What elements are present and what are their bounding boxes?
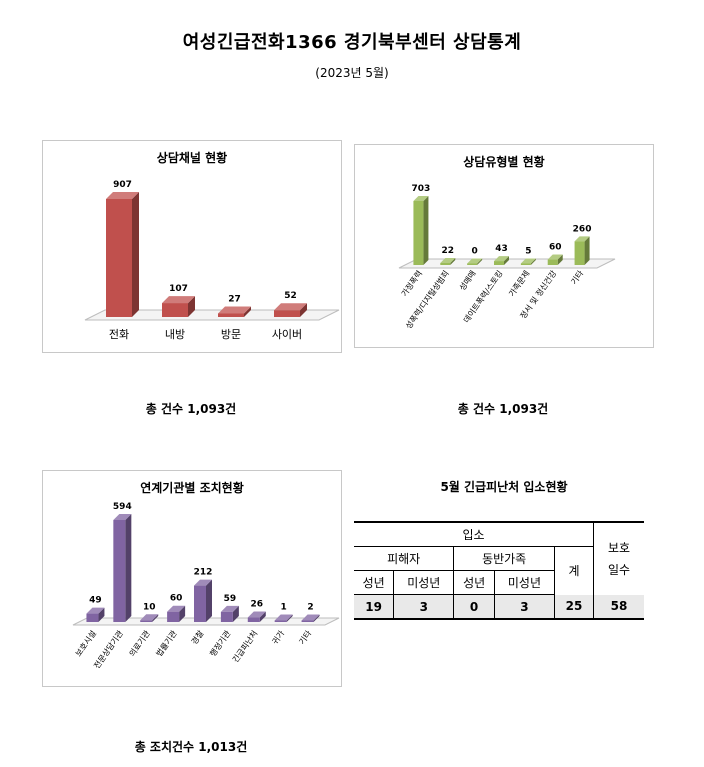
chart-consult-type: 상담유형별 현황 703 가정폭력 22 성폭력/디지털성범죄 0 성매매 43 데이트폭력/… [354,144,654,348]
category-label: 행정기관 [207,628,232,658]
bar [413,196,429,265]
category-label: 의료기관 [127,628,152,658]
data-label: 907 [113,180,132,190]
bar [494,256,509,265]
bar [220,605,239,622]
chart-canvas: 907 전화 107 내방 27 방문 52 사이버 [84,180,340,341]
category-label: 법률기관 [154,628,179,658]
category-label: 방문 [221,328,241,341]
category-label: 전화 [109,328,129,341]
chart-total-text: 총 건수 1,093건 [457,402,549,416]
category-label: 가정폭력 [399,268,424,298]
bar [86,607,105,622]
page-subtitle: (2023년 5월) [315,66,389,80]
category-label: 성매매 [458,269,478,292]
subheader-cell: 미성년 [393,570,455,595]
data-label: 260 [573,224,592,234]
page-title: 여성긴급전화1366 경기북부센터 상담통계 [182,32,522,53]
bar [520,258,536,265]
bar [140,614,159,622]
data-label: 1 [281,603,287,613]
bar [274,614,293,622]
value-cell: 3 [393,594,455,620]
chart-agency-action: 연계기관별 조치현황 49 보호시설 594 전문상담기관 10 의료기관 60 법률기관 21… [42,470,342,687]
header-family: 동반가족 [453,546,555,571]
data-label: 2 [307,603,313,613]
bar [167,605,186,622]
data-label: 27 [228,294,241,304]
bar [218,306,251,317]
category-label: 기타 [569,268,585,286]
data-label: 594 [113,502,132,512]
header-admission: 입소 [354,521,594,547]
chart-canvas: 703가정폭력22성폭력/디지털성범죄0성매매43데이트폭력/스토킹5가족문제6… [398,184,616,331]
value-cell: 0 [453,594,495,620]
category-label: 가족문제 [507,269,531,298]
header-victim: 피해자 [354,546,455,571]
chart-title: 상담채널 현황 [156,151,228,165]
value-cell: 58 [593,594,644,620]
bar [440,257,456,265]
data-label: 59 [224,594,237,604]
chart-total-text: 총 건수 1,093건 [145,402,237,416]
category-label: 경찰 [189,628,206,646]
data-label: 10 [143,602,156,612]
chart-total-text: 총 조치건수 1,013건 [134,740,248,754]
data-label: 703 [412,184,431,194]
data-label: 0 [472,247,478,257]
bar [274,303,307,317]
subheader-cell: 미성년 [494,570,556,595]
bar [467,258,483,265]
data-label: 60 [170,594,183,604]
bar [547,254,563,265]
bar [194,579,212,622]
data-label: 49 [89,596,102,606]
header-protection-days: 보호 일수 [593,521,644,595]
header-total: 계 [554,546,594,595]
value-cell: 25 [554,594,594,620]
data-label: 5 [525,247,531,257]
data-label: 60 [549,243,562,253]
shelter-table: 입소 보호 일수 피해자 동반가족 계 성년 미성년 성년 미성년 19 3 0… [354,521,644,620]
chart-consult-channel: 상담채널 현황 907 전화 107 내방 27 방문 52 사이버 [42,140,342,353]
subheader-cell: 성년 [354,570,395,595]
value-cell: 19 [354,594,395,620]
bar [162,296,195,317]
chart-canvas: 49보호시설594전문상담기관10의료기관60법률기관212경찰59행정기관26… [72,502,340,670]
category-label: 사이버 [272,328,302,341]
category-label: 보호시설 [73,628,98,658]
bar [113,514,132,622]
bar [301,614,320,622]
bar [574,236,590,265]
data-label: 22 [442,246,455,256]
chart-title: 연계기관별 조치현황 [140,481,244,495]
bar [247,611,266,622]
category-label: 내방 [165,328,185,341]
value-cell: 3 [494,594,556,620]
category-label: 귀가 [270,628,287,646]
category-label: 기타 [297,628,313,646]
subheader-cell: 성년 [453,570,495,595]
data-label: 52 [284,291,297,301]
table-title: 5월 긴급피난처 입소현황 [440,480,568,494]
category-label: 긴급피난처 [230,628,259,664]
chart-title: 상담유형별 현황 [463,155,545,169]
data-label: 107 [169,284,188,294]
data-label: 26 [251,600,264,610]
bar [106,192,139,317]
data-label: 43 [495,244,508,254]
data-label: 212 [194,568,213,578]
